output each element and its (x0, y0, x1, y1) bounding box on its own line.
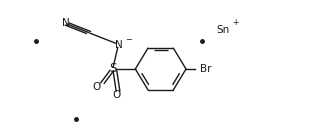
Text: N: N (62, 18, 70, 28)
Text: S: S (109, 63, 117, 75)
Text: N: N (115, 40, 123, 50)
Text: +: + (233, 18, 239, 27)
Text: −: − (125, 35, 132, 44)
Text: Br: Br (200, 64, 211, 74)
Text: O: O (112, 90, 120, 100)
Text: Sn: Sn (216, 25, 230, 35)
Text: O: O (92, 82, 100, 92)
